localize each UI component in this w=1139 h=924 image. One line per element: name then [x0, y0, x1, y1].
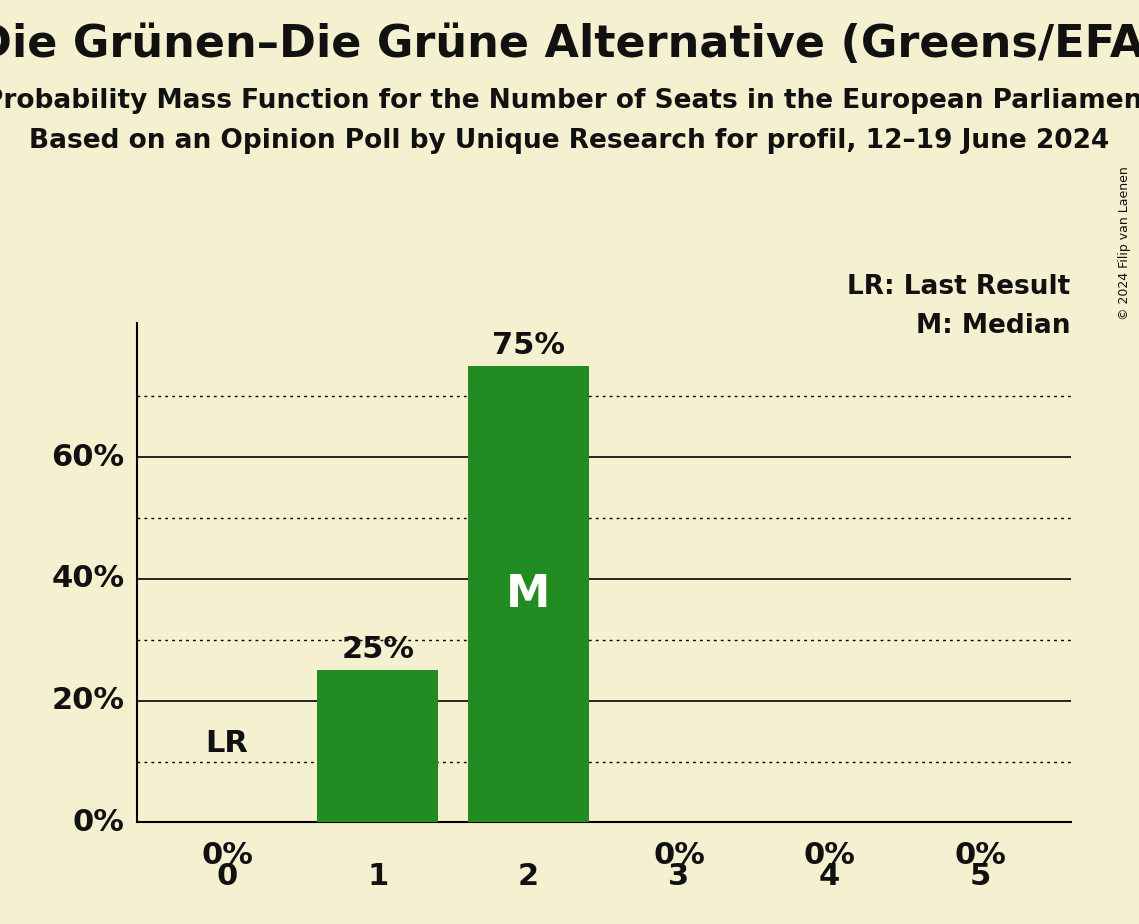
Text: 20%: 20% — [51, 687, 124, 715]
Text: 4: 4 — [819, 862, 841, 891]
Text: M: Median: M: Median — [916, 313, 1071, 339]
Text: 60%: 60% — [51, 443, 124, 472]
Text: LR: Last Result: LR: Last Result — [847, 274, 1071, 299]
Text: 75%: 75% — [492, 331, 565, 360]
Text: 0%: 0% — [73, 808, 124, 837]
Text: Probability Mass Function for the Number of Seats in the European Parliament: Probability Mass Function for the Number… — [0, 88, 1139, 114]
Text: Die Grünen–Die Grüne Alternative (Greens/EFA): Die Grünen–Die Grüne Alternative (Greens… — [0, 23, 1139, 67]
Bar — [318, 670, 439, 822]
Text: 3: 3 — [669, 862, 689, 891]
Text: 1: 1 — [367, 862, 388, 891]
Bar — [468, 366, 589, 822]
Text: 5: 5 — [969, 862, 991, 891]
Text: 0%: 0% — [202, 841, 253, 869]
Text: © 2024 Filip van Laenen: © 2024 Filip van Laenen — [1118, 166, 1131, 320]
Text: 0%: 0% — [804, 841, 855, 869]
Text: 0%: 0% — [954, 841, 1006, 869]
Text: 0: 0 — [216, 862, 238, 891]
Text: M: M — [506, 573, 550, 615]
Text: Based on an Opinion Poll by Unique Research for profil, 12–19 June 2024: Based on an Opinion Poll by Unique Resea… — [30, 128, 1109, 153]
Text: 25%: 25% — [342, 635, 415, 664]
Text: 2: 2 — [518, 862, 539, 891]
Text: 40%: 40% — [51, 565, 124, 593]
Text: 0%: 0% — [653, 841, 705, 869]
Text: LR: LR — [206, 729, 248, 759]
